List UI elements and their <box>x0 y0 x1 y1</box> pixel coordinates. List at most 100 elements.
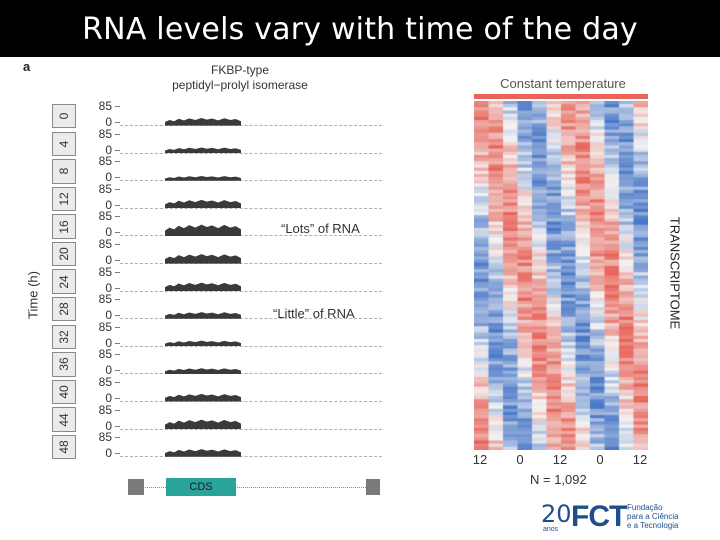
hour-box: 20 <box>52 241 76 267</box>
track-min-label: 0 <box>105 142 112 157</box>
logo-acronym: FCT <box>571 500 627 533</box>
annotation-lots: “Lots” of RNA <box>281 221 360 236</box>
axis-tick <box>115 177 120 179</box>
track-baseline <box>120 400 382 402</box>
axis-tick <box>115 299 120 301</box>
track-min-label: 0 <box>105 363 112 378</box>
hour-box: 8 <box>52 159 76 184</box>
axis-tick <box>115 161 120 163</box>
axis-tick <box>115 370 120 372</box>
title-bar <box>0 0 720 57</box>
track-min-label: 0 <box>105 418 112 433</box>
transcriptome-label: TRANSCRIPTOME <box>667 216 683 330</box>
expression-peak <box>165 393 241 402</box>
track-baseline <box>120 180 382 182</box>
slide-title: RNA levels vary with time of the day <box>82 12 638 47</box>
hour-label: 16 <box>57 219 71 234</box>
gene-title-line1: FKBP-type <box>210 63 270 77</box>
hour-column: 0 4 8 12 16 20 24 28 32 36 40 44 48 <box>52 104 76 463</box>
gene-model-left-exon <box>128 479 144 495</box>
expression-peak <box>165 117 241 126</box>
expression-peak <box>165 147 241 154</box>
track-max-label: 85 <box>98 430 112 445</box>
heatmap-n-label: N = 1,092 <box>530 472 587 487</box>
axis-tick <box>115 453 120 455</box>
track-baseline <box>120 262 382 264</box>
expression-peak <box>165 176 241 181</box>
heatmap-tick-0: 12 <box>472 452 488 467</box>
heatmap-tick-2: 12 <box>552 452 568 467</box>
axis-tick <box>115 271 120 273</box>
hour-label: 44 <box>57 412 71 427</box>
hour-label: 28 <box>57 302 71 316</box>
expression-track: 85 0 <box>88 183 388 211</box>
expression-track: 85 0 <box>88 155 388 183</box>
hour-box: 28 <box>52 297 76 322</box>
track-max-label: 85 <box>98 402 112 417</box>
expression-peak <box>165 254 241 264</box>
axis-tick <box>115 437 120 439</box>
axis-tick <box>115 409 120 411</box>
axis-tick <box>115 397 120 399</box>
track-min-label: 0 <box>105 335 112 350</box>
axis-tick <box>115 106 120 107</box>
hour-label: 24 <box>57 274 71 289</box>
hour-label: 12 <box>57 192 71 206</box>
heatmap-tick-4: 12 <box>632 452 648 467</box>
hour-box: 36 <box>52 352 76 377</box>
hour-label: 32 <box>57 330 71 344</box>
track-max-label: 85 <box>98 126 112 141</box>
track-min-label: 0 <box>105 390 112 405</box>
track-max-label: 85 <box>98 236 112 251</box>
expression-peak <box>165 419 241 430</box>
logo-years: 20 <box>541 500 572 528</box>
axis-tick <box>115 342 120 344</box>
panel-letter: a <box>23 59 31 74</box>
track-min-label: 0 <box>105 170 112 185</box>
track-max-label: 85 <box>98 181 112 196</box>
annotation-little: “Little” of RNA <box>273 306 355 321</box>
track-max-label: 85 <box>98 154 112 169</box>
expression-peak <box>165 282 241 292</box>
axis-tick <box>115 259 120 261</box>
track-min-label: 0 <box>105 280 112 295</box>
track-baseline <box>120 318 382 320</box>
fct-logo: 20 anos FCT Fundação para a Ciência e a … <box>541 500 713 536</box>
axis-tick <box>115 326 120 328</box>
hour-label: 20 <box>57 247 71 261</box>
heatmap-title: Constant temperature <box>500 76 626 91</box>
axis-tick <box>115 315 120 317</box>
gene-model-right-exon <box>366 479 380 495</box>
logo-text: Fundação para a Ciência e a Tecnologia <box>627 503 679 530</box>
expression-track: 85 0 <box>88 293 388 321</box>
axis-tick <box>115 354 120 356</box>
axis-tick <box>115 381 120 383</box>
track-max-label: 85 <box>98 99 112 113</box>
track-max-label: 85 <box>98 292 112 307</box>
heatmap-tick-1: 0 <box>516 452 524 467</box>
expression-peak <box>165 449 241 457</box>
axis-tick <box>115 188 120 190</box>
expression-peak <box>165 368 241 374</box>
gene-title-line2: peptidyl−prolyl isomerase <box>172 78 308 92</box>
hour-box: 12 <box>52 186 76 212</box>
hour-box: 16 <box>52 214 76 239</box>
expression-track: 85 0 <box>88 348 388 376</box>
track-min-label: 0 <box>105 252 112 267</box>
axis-tick <box>115 216 120 218</box>
expression-peak <box>165 312 241 319</box>
expression-track: 85 0 <box>88 238 388 266</box>
axis-tick <box>115 232 120 234</box>
track-max-label: 85 <box>98 209 112 224</box>
hour-box: 40 <box>52 379 76 405</box>
axis-tick <box>115 122 120 123</box>
axis-tick <box>115 204 120 206</box>
cds-box: CDS <box>166 478 236 496</box>
expression-peak <box>165 340 241 347</box>
track-baseline <box>120 456 382 458</box>
track-baseline <box>120 235 382 237</box>
hour-label: 40 <box>57 385 71 399</box>
track-min-label: 0 <box>105 225 112 240</box>
hour-box: 24 <box>52 269 76 294</box>
time-axis-label: Time (h) <box>25 271 41 319</box>
